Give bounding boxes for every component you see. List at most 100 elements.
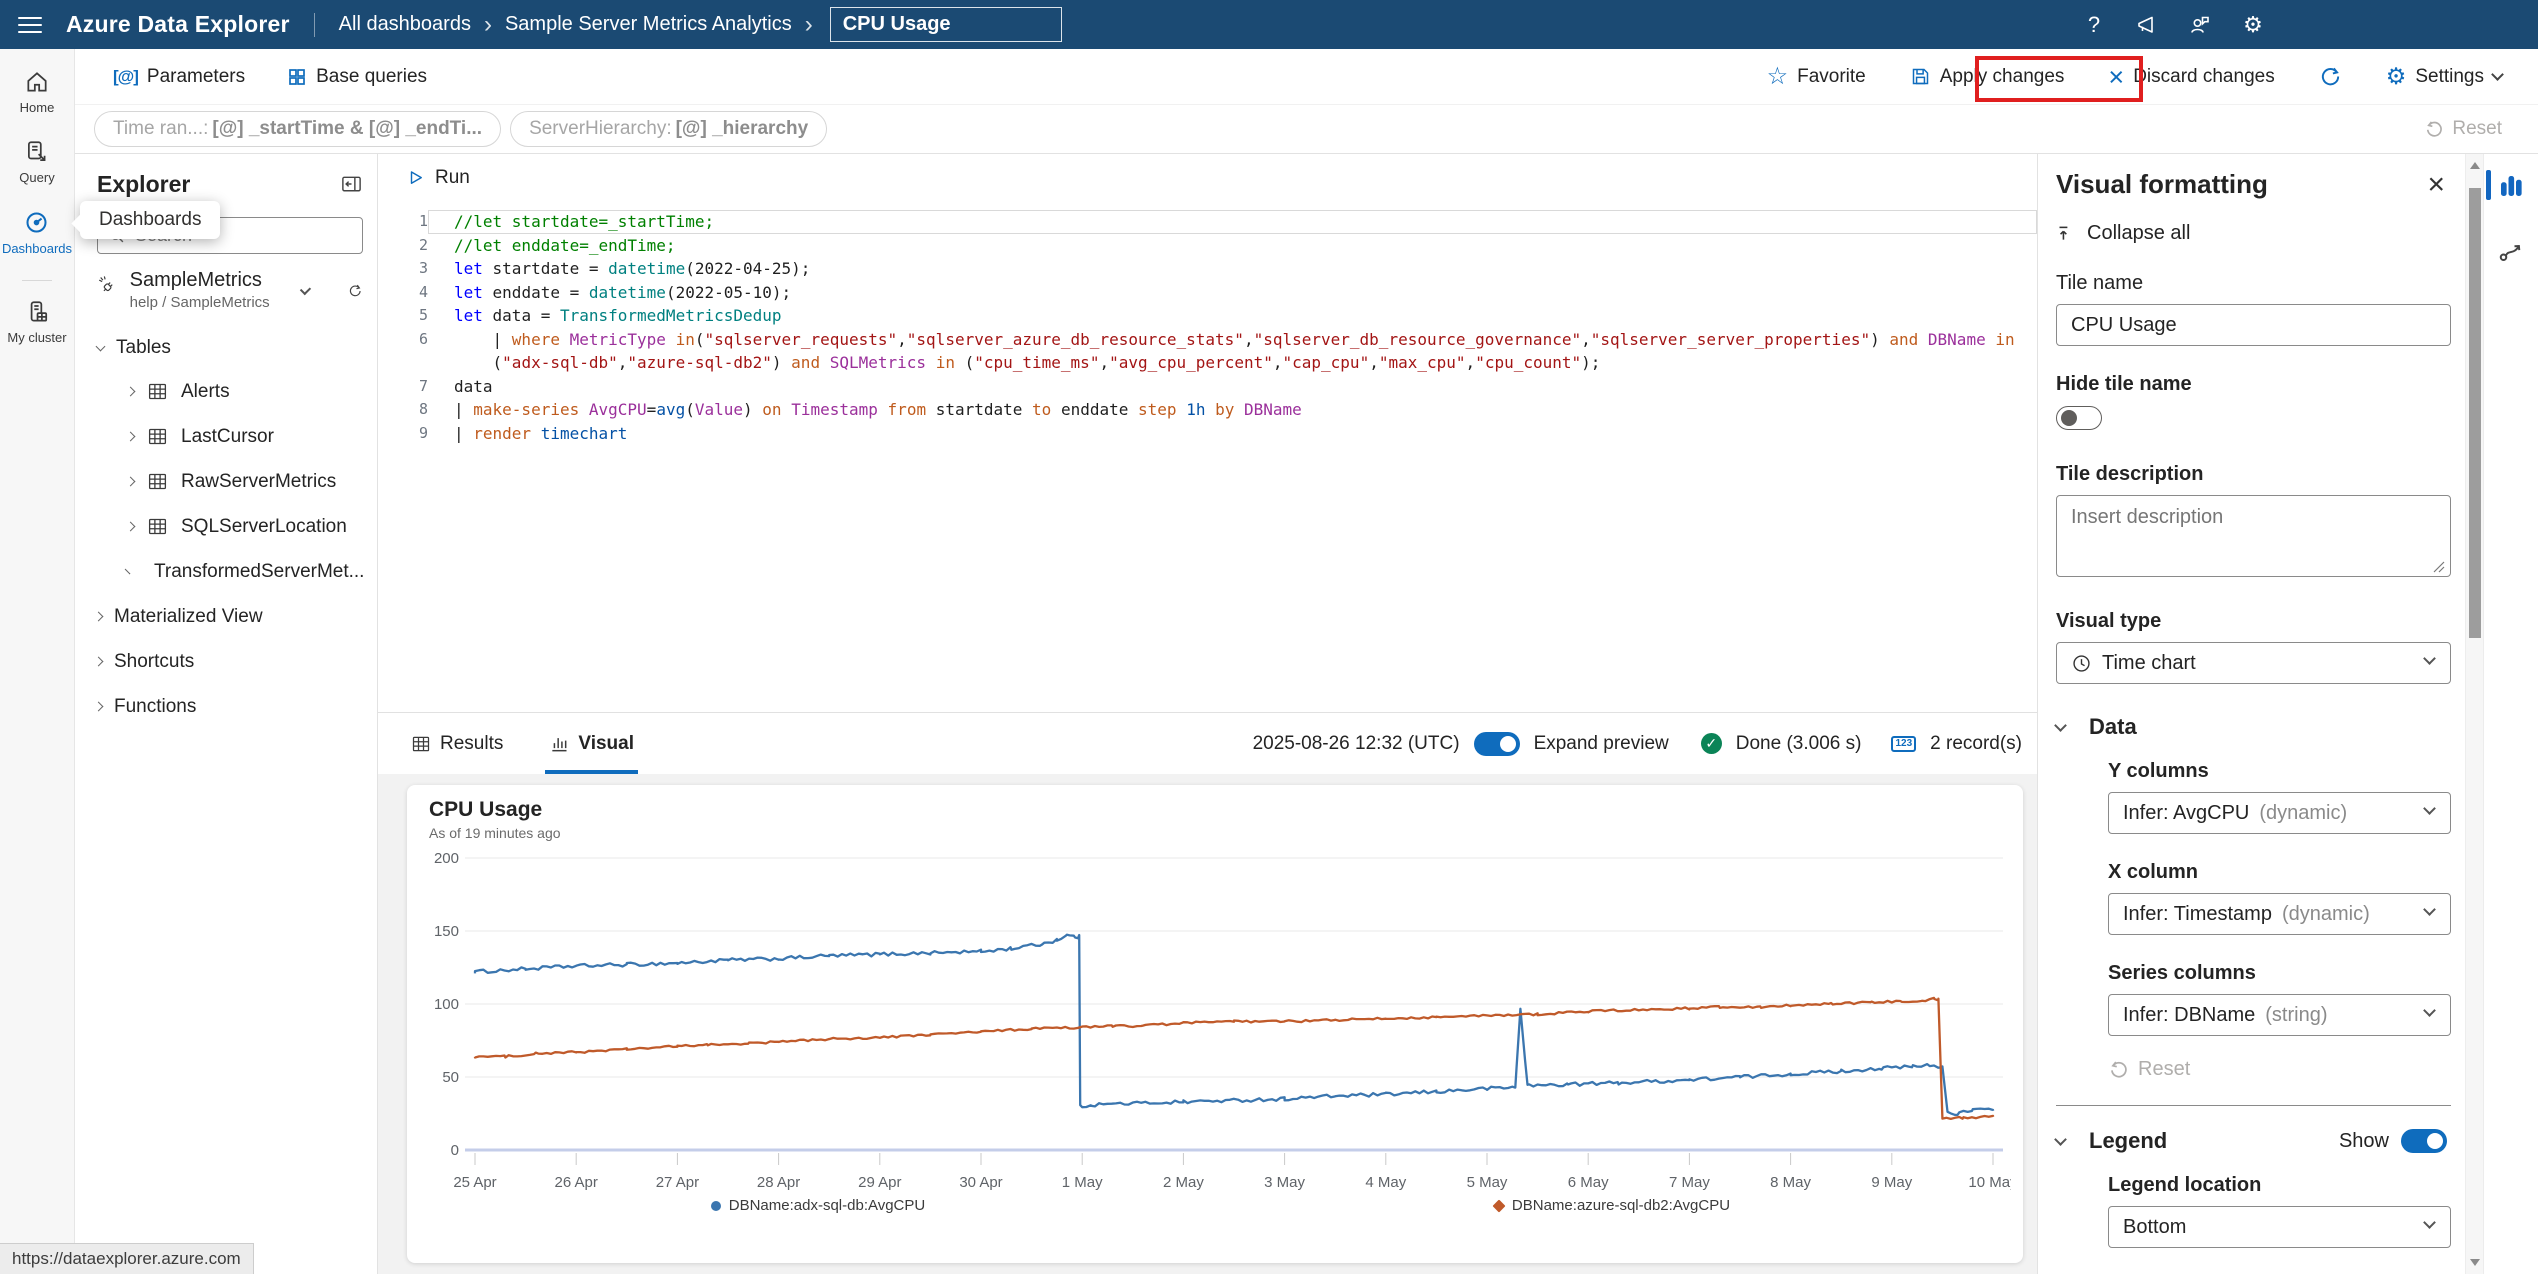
table-icon bbox=[148, 473, 167, 490]
nav-dashboards[interactable]: Dashboards bbox=[2, 209, 72, 256]
legend-section-header[interactable]: Legend Show bbox=[2054, 1128, 2451, 1154]
data-section-header[interactable]: Data bbox=[2054, 714, 2451, 740]
time-range-pill[interactable]: Time ran...: [@] _startTime & [@] _endTi… bbox=[94, 111, 502, 147]
tab-results[interactable]: Results bbox=[407, 713, 507, 774]
visual-type-dropdown[interactable]: Time chart bbox=[2056, 642, 2451, 684]
visual-chart-icon bbox=[552, 737, 567, 751]
panel-scrollbar[interactable] bbox=[2465, 154, 2483, 1274]
legend-item-azure-sql-db2[interactable]: DBName:azure-sql-db2:AvgCPU bbox=[1215, 1197, 2009, 1214]
scroll-up-arrow-icon[interactable] bbox=[2470, 162, 2480, 169]
nav-my-cluster[interactable]: My cluster bbox=[7, 299, 67, 345]
collapse-panel-icon[interactable] bbox=[340, 173, 363, 196]
sync-database-icon[interactable] bbox=[347, 279, 364, 303]
x-column-dropdown[interactable]: Infer: Timestamp (dynamic) bbox=[2108, 893, 2451, 935]
discard-changes-button[interactable]: × Discard changes bbox=[2108, 63, 2274, 90]
tile-name-field[interactable] bbox=[2056, 304, 2451, 346]
refresh-button[interactable] bbox=[2319, 65, 2342, 88]
code-line[interactable]: 5 let data = TransformedMetricsDedup bbox=[378, 304, 2037, 328]
help-icon[interactable]: ? bbox=[2087, 11, 2101, 37]
tile-name-label: Tile name bbox=[2056, 272, 2144, 294]
tree-tables-label: Tables bbox=[116, 337, 171, 358]
line-number: 6 bbox=[418, 329, 428, 348]
chevron-down-icon bbox=[2423, 903, 2436, 916]
chevron-right-icon bbox=[125, 386, 136, 397]
code-line[interactable]: 7 data bbox=[378, 375, 2037, 399]
legend-location-dropdown[interactable]: Bottom bbox=[2108, 1206, 2451, 1248]
server-hierarchy-pill[interactable]: ServerHierarchy: [@] _hierarchy bbox=[510, 111, 828, 147]
tile-name-input[interactable]: CPU Usage bbox=[829, 7, 1062, 42]
table-label: LastCursor bbox=[181, 425, 274, 447]
line-number: 3 bbox=[418, 259, 428, 277]
scroll-down-arrow-icon[interactable] bbox=[2470, 1259, 2480, 1266]
data-reset-button[interactable]: Reset bbox=[2108, 1058, 2451, 1081]
line-number: 7 bbox=[418, 376, 428, 395]
legend-show-toggle[interactable] bbox=[2401, 1129, 2447, 1153]
scrollbar-thumb[interactable] bbox=[2469, 188, 2481, 638]
code-line[interactable]: 4 let enddate = datetime(2022-05-10); bbox=[378, 281, 2037, 305]
tree-table-alerts[interactable]: Alerts bbox=[97, 369, 363, 414]
line-number: 1 bbox=[418, 212, 428, 230]
legend-location-value: Bottom bbox=[2123, 1215, 2187, 1238]
chevron-down-icon bbox=[2423, 802, 2436, 815]
nav-query[interactable]: Query bbox=[19, 139, 55, 185]
hamburger-menu-icon[interactable] bbox=[18, 16, 42, 33]
expand-preview-toggle[interactable] bbox=[1473, 731, 1520, 756]
database-selector[interactable]: SampleMetrics help / SampleMetrics bbox=[97, 269, 363, 311]
timechart-svg[interactable]: 0 50 100 150 200 25 Apr 26 Apr 27 Apr 28 Apr 29 A… bbox=[421, 843, 2011, 1195]
code-line[interactable]: 2//let enddate=_endTime; bbox=[378, 234, 2037, 258]
tree-tables-group[interactable]: Tables bbox=[95, 327, 363, 369]
svg-text:50: 50 bbox=[442, 1069, 459, 1086]
code-line[interactable]: 6 | where MetricType in("sqlserver_reque… bbox=[378, 328, 2037, 352]
code-line[interactable]: 3 let startdate = datetime(2022-04-25); bbox=[378, 257, 2037, 281]
tree-table-sqlserverlocation[interactable]: SQLServerLocation bbox=[97, 504, 363, 549]
close-panel-icon[interactable]: × bbox=[2427, 167, 2445, 201]
parameters-button[interactable]: [@] Parameters bbox=[113, 66, 245, 88]
settings-gear-icon[interactable]: ⚙ bbox=[2243, 11, 2263, 37]
tree-shortcuts-group[interactable]: Shortcuts bbox=[93, 639, 363, 684]
y-columns-dropdown[interactable]: Infer: AvgCPU (dynamic) bbox=[2108, 792, 2451, 834]
code-line[interactable]: 9 | render timechart bbox=[378, 422, 2037, 446]
record-count[interactable]: 2 record(s) bbox=[1930, 732, 2022, 754]
tree-table-rawservermetrics[interactable]: RawServerMetrics bbox=[97, 459, 363, 504]
run-button[interactable]: Run bbox=[435, 167, 470, 188]
legend-label: DBName:adx-sql-db:AvgCPU bbox=[728, 1197, 926, 1214]
tab-visual[interactable]: Visual bbox=[545, 713, 638, 774]
legend-item-adx-sql-db[interactable]: DBName:adx-sql-db:AvgCPU bbox=[421, 1197, 1215, 1214]
visual-formatting-panel: Visual formatting × Collapse all Tile na… bbox=[2038, 154, 2465, 1274]
tree-group-label: Functions bbox=[114, 695, 197, 717]
interactions-tab-icon[interactable] bbox=[2496, 236, 2526, 266]
hide-tile-name-toggle[interactable] bbox=[2056, 406, 2102, 430]
reset-filters-button[interactable]: Reset bbox=[2424, 118, 2502, 140]
apply-changes-button[interactable]: Apply changes bbox=[1910, 65, 2065, 88]
apply-changes-label: Apply changes bbox=[1939, 65, 2065, 87]
series-columns-dropdown[interactable]: Infer: DBName (string) bbox=[2108, 994, 2451, 1036]
pill-value: [@] _hierarchy bbox=[675, 118, 809, 139]
tree-functions-group[interactable]: Functions bbox=[93, 684, 363, 729]
code-line[interactable]: 8 | make-series AvgCPU=avg(Value) on Time… bbox=[378, 398, 2037, 422]
resize-handle-icon[interactable] bbox=[2433, 561, 2445, 573]
breadcrumb-dashboard-name[interactable]: Sample Server Metrics Analytics bbox=[504, 13, 792, 35]
base-queries-button[interactable]: Base queries bbox=[287, 66, 427, 88]
tree-table-lastcursor[interactable]: LastCursor bbox=[97, 414, 363, 459]
visual-formatting-tab-icon[interactable] bbox=[2496, 170, 2526, 202]
settings-button[interactable]: ⚙ Settings bbox=[2386, 63, 2504, 90]
tree-group-label: Materialized View bbox=[114, 605, 263, 627]
x-column-hint: (dynamic) bbox=[2281, 902, 2370, 925]
feedback-icon[interactable] bbox=[2187, 12, 2213, 38]
code-line[interactable]: 1//let startdate=_startTime; bbox=[378, 210, 2037, 234]
nav-home[interactable]: Home bbox=[20, 69, 54, 115]
explorer-title: Explorer bbox=[97, 171, 191, 197]
chevron-down-icon bbox=[2423, 1004, 2436, 1017]
query-editor[interactable]: 1//let startdate=_startTime; 2//let endda… bbox=[378, 202, 2037, 712]
chart-title: CPU Usage bbox=[429, 798, 543, 821]
right-tool-rail bbox=[2483, 154, 2538, 1274]
favorite-button[interactable]: ☆ Favorite bbox=[1767, 62, 1866, 91]
code-line[interactable]: ("adx-sql-db","azure-sql-db2") and SQLMe… bbox=[378, 351, 2037, 375]
tree-materialized-view-group[interactable]: Materialized View bbox=[93, 594, 363, 639]
tile-description-field[interactable] bbox=[2056, 495, 2451, 577]
collapse-all-button[interactable]: Collapse all bbox=[2056, 222, 2451, 245]
tree-table-transformedservermetrics[interactable]: TransformedServerMet... bbox=[97, 549, 364, 594]
breadcrumb-all-dashboards[interactable]: All dashboards bbox=[338, 13, 471, 35]
chevron-down-icon[interactable] bbox=[299, 283, 311, 296]
announcements-icon[interactable] bbox=[2134, 12, 2160, 38]
